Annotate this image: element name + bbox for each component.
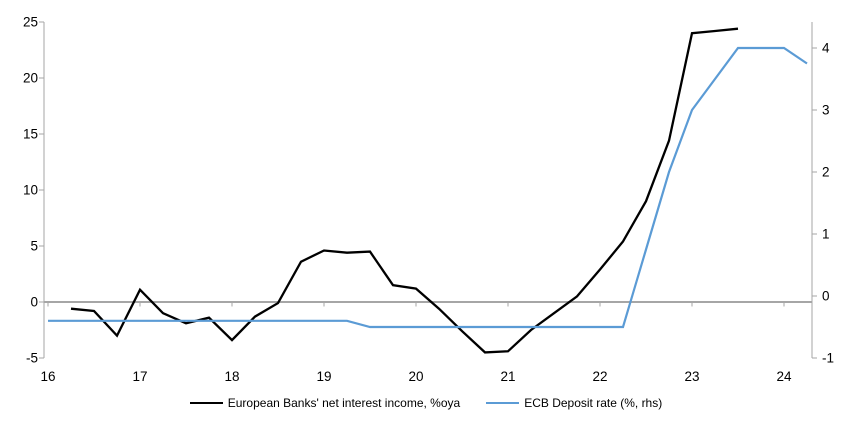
legend-label-net-interest-income: European Banks' net interest income, %oy…	[227, 396, 461, 410]
series-line-0	[70, 27, 739, 354]
legend-item-ecb-deposit-rate: ECB Deposit rate (%, rhs)	[486, 396, 662, 410]
x-axis-tick-label: 19	[316, 369, 331, 384]
left-axis-tick-label: -5	[26, 351, 38, 366]
right-axis-tick-label: 0	[822, 289, 830, 304]
right-axis-tick-label: 1	[822, 227, 830, 242]
left-axis-tick-label: 5	[30, 239, 38, 254]
chart-legend: European Banks' net interest income, %oy…	[0, 396, 852, 410]
left-axis-tick-label: 15	[23, 127, 38, 142]
x-axis-tick-label: 21	[500, 369, 515, 384]
x-axis-tick-label: 16	[40, 369, 55, 384]
right-axis-tick-label: 2	[822, 165, 830, 180]
left-axis-tick-label: 0	[30, 295, 38, 310]
x-axis-tick-label: 22	[592, 369, 607, 384]
series-line-1	[48, 46, 808, 329]
x-axis-tick-label: 18	[224, 369, 239, 384]
left-axis-tick-label: 25	[23, 15, 38, 30]
x-axis-tick-label: 20	[408, 369, 423, 384]
right-axis-tick-label: 3	[822, 103, 830, 118]
legend-line-swatch-black	[189, 402, 223, 404]
legend-line-swatch-blue	[486, 402, 520, 404]
legend-item-net-interest-income: European Banks' net interest income, %oy…	[189, 396, 461, 410]
x-axis-tick-label: 24	[776, 369, 792, 384]
left-axis-tick-label: 10	[23, 183, 38, 198]
legend-label-ecb-deposit-rate: ECB Deposit rate (%, rhs)	[524, 396, 663, 410]
right-axis-tick-label: -1	[822, 351, 834, 366]
left-axis-tick-label: 20	[23, 71, 38, 86]
x-axis-tick-label: 23	[684, 369, 699, 384]
x-axis-tick-label: 17	[132, 369, 147, 384]
right-axis-tick-label: 4	[822, 41, 830, 56]
